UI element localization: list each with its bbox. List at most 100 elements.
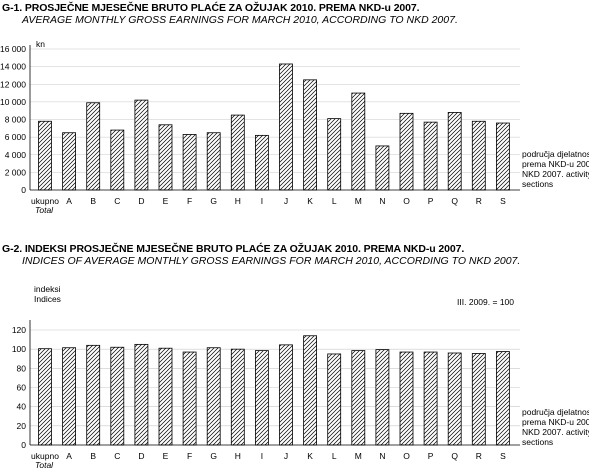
chart2-ylabel-en: Indices	[34, 294, 61, 304]
chart2: 0 20 40 60 80 100 120 ukupno A B C D E F G H I J K L M N O P Q R…	[12, 284, 589, 470]
x-tick-label: N	[379, 451, 385, 461]
y-tick-label: 6 000	[5, 132, 27, 142]
chart2-xnote-4: sections	[522, 437, 553, 447]
x-tick-label: J	[284, 196, 288, 206]
x-tick-label: P	[428, 451, 434, 461]
bar-ukupno	[38, 120, 52, 191]
y-tick-label: 40	[17, 402, 27, 412]
bar-B	[86, 344, 101, 446]
bar-A	[62, 347, 76, 446]
x-tick-label: Q	[451, 451, 458, 461]
bar-N	[375, 349, 390, 446]
x-tick-label: J	[284, 451, 288, 461]
chart1: 0 2 000 4 000 6 000 8 000 10 000 12 000 14 000 1…	[0, 39, 589, 215]
bar-I	[254, 134, 269, 191]
bar-C	[110, 129, 125, 191]
chart1-total-sublabel: Total	[35, 205, 54, 215]
chart2-subtitle: INDICES OF AVERAGE MONTHLY GROSS EARNING…	[22, 255, 521, 267]
chart2-xnote-2: prema NKD-u 2007.	[522, 417, 589, 427]
x-tick-label: P	[428, 196, 434, 206]
bar-R	[471, 353, 486, 446]
bar-ukupno	[38, 348, 52, 446]
chart2-total-sublabel: Total	[35, 460, 54, 470]
x-tick-label: R	[476, 451, 482, 461]
x-tick-label: C	[114, 196, 120, 206]
x-tick-label: A	[66, 451, 72, 461]
y-tick-label: 60	[17, 383, 27, 393]
bar-G	[206, 132, 221, 191]
x-tick-label: D	[138, 196, 144, 206]
bar-P	[423, 351, 438, 446]
x-tick-label: H	[235, 196, 241, 206]
y-tick-label: 20	[17, 421, 27, 431]
x-tick-label: O	[403, 451, 410, 461]
x-tick-label: I	[261, 196, 263, 206]
y-tick-label: 16 000	[0, 44, 26, 54]
bar-H	[230, 114, 245, 191]
x-tick-label: L	[332, 196, 337, 206]
chart2-xnote-1: područja djelatnosti	[522, 407, 589, 417]
x-tick-label: R	[476, 196, 482, 206]
x-tick-label: F	[187, 451, 192, 461]
chart1-xnote-4: sections	[522, 179, 553, 189]
chart2-title: G-2. INDEKSI PROSJEČNE MJESEČNE BRUTO PL…	[2, 243, 465, 255]
x-tick-label: S	[500, 196, 506, 206]
bar-G	[206, 347, 221, 446]
y-tick-label: 100	[12, 344, 26, 354]
x-tick-label: I	[261, 451, 263, 461]
x-tick-label: E	[163, 451, 169, 461]
chart1-subtitle: AVERAGE MONTHLY GROSS EARNINGS FOR MARCH…	[22, 14, 458, 26]
y-tick-label: 14 000	[0, 62, 26, 72]
chart1-xnote-2: prema NKD-u 2007.	[522, 159, 589, 169]
bar-N	[375, 145, 390, 191]
y-tick-label: 0	[21, 185, 26, 195]
bar-I	[254, 350, 269, 446]
bar-M	[351, 92, 366, 191]
bar-P	[423, 121, 438, 191]
x-tick-label: ukupno	[31, 451, 59, 461]
bar-F	[182, 351, 197, 446]
chart2-base-note: III. 2009. = 100	[457, 297, 514, 307]
y-tick-label: 12 000	[0, 79, 26, 89]
bar-K	[303, 79, 318, 191]
y-tick-label: 80	[17, 363, 27, 373]
bar-Q	[447, 112, 462, 191]
y-tick-label: 10 000	[0, 97, 26, 107]
bar-B	[86, 102, 101, 191]
bar-E	[158, 124, 173, 191]
x-tick-label: G	[210, 196, 217, 206]
bar-K	[303, 335, 318, 446]
bar-Q	[447, 352, 462, 446]
x-tick-label: K	[307, 196, 313, 206]
x-tick-label: K	[307, 451, 313, 461]
bar-S	[495, 351, 510, 446]
y-tick-label: 8 000	[5, 115, 27, 125]
bar-H	[230, 348, 245, 446]
x-tick-label: M	[355, 196, 362, 206]
bar-M	[351, 350, 366, 446]
x-tick-label: E	[163, 196, 169, 206]
y-tick-label: 120	[12, 325, 26, 335]
bar-C	[110, 346, 125, 446]
x-tick-label: M	[355, 451, 362, 461]
bar-F	[182, 134, 197, 191]
x-tick-label: L	[332, 451, 337, 461]
x-tick-label: S	[500, 451, 506, 461]
y-tick-label: 0	[21, 440, 26, 450]
bar-L	[327, 118, 342, 191]
x-tick-label: Q	[451, 196, 458, 206]
chart1-xnote-1: područja djelatnosti	[522, 149, 589, 159]
x-tick-label: B	[90, 451, 96, 461]
y-tick-label: 4 000	[5, 150, 27, 160]
y-tick-label: 2 000	[5, 167, 27, 177]
bar-D	[134, 343, 149, 446]
bar-O	[399, 112, 414, 191]
bar-J	[279, 344, 293, 446]
x-tick-label: G	[210, 451, 217, 461]
x-tick-label: ukupno	[31, 196, 59, 206]
bar-D	[134, 99, 149, 191]
x-tick-label: H	[235, 451, 241, 461]
bar-E	[158, 347, 173, 446]
chart1-xnote-3: NKD 2007. activity	[522, 169, 589, 179]
bar-S	[495, 122, 510, 191]
